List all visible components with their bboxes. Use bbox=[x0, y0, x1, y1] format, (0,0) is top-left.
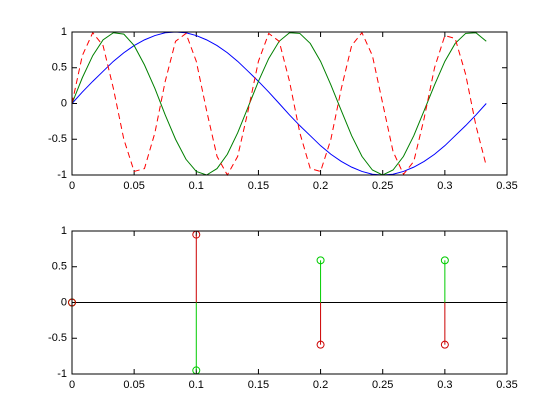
stem-marker bbox=[440, 340, 449, 349]
x-tick-label: 0 bbox=[69, 180, 75, 192]
line-series bbox=[71, 31, 487, 176]
y-tick-label: -1 bbox=[57, 368, 67, 380]
stem-marker bbox=[316, 256, 325, 265]
y-tick-label: -0.5 bbox=[48, 332, 67, 344]
stem-marker bbox=[316, 340, 325, 349]
y-tick-label: -1 bbox=[57, 169, 67, 181]
axes-background bbox=[72, 32, 507, 175]
x-tick-label: 0.35 bbox=[496, 180, 517, 192]
y-tick-label: 0.5 bbox=[52, 261, 67, 273]
y-tick-label: 0 bbox=[61, 97, 67, 109]
x-tick-label: 0.1 bbox=[189, 180, 204, 192]
axes-box bbox=[71, 31, 508, 176]
x-tick-label: 0.25 bbox=[372, 180, 393, 192]
y-tick-label: 1 bbox=[61, 225, 67, 237]
x-tick-label: 0.25 bbox=[372, 379, 393, 391]
x-tick-label: 0.05 bbox=[123, 379, 144, 391]
x-tick-label: 0.05 bbox=[123, 180, 144, 192]
x-tick-label: 0.1 bbox=[189, 379, 204, 391]
axes-box bbox=[71, 230, 508, 375]
x-tick-label: 0 bbox=[69, 379, 75, 391]
line-series bbox=[71, 31, 487, 177]
y-tick-label: -0.5 bbox=[48, 133, 67, 145]
x-tick-label: 0.15 bbox=[248, 379, 269, 391]
x-tick-label: 0.15 bbox=[248, 180, 269, 192]
y-tick-label: 1 bbox=[61, 26, 67, 38]
x-tick-label: 0.3 bbox=[437, 180, 452, 192]
x-tick-label: 0.2 bbox=[313, 180, 328, 192]
stem-marker bbox=[440, 256, 449, 265]
x-tick-label: 0.2 bbox=[313, 379, 328, 391]
y-tick-label: 0 bbox=[61, 296, 67, 308]
y-tick-label: 0.5 bbox=[52, 62, 67, 74]
x-tick-label: 0.3 bbox=[437, 379, 452, 391]
x-tick-label: 0.35 bbox=[496, 379, 517, 391]
